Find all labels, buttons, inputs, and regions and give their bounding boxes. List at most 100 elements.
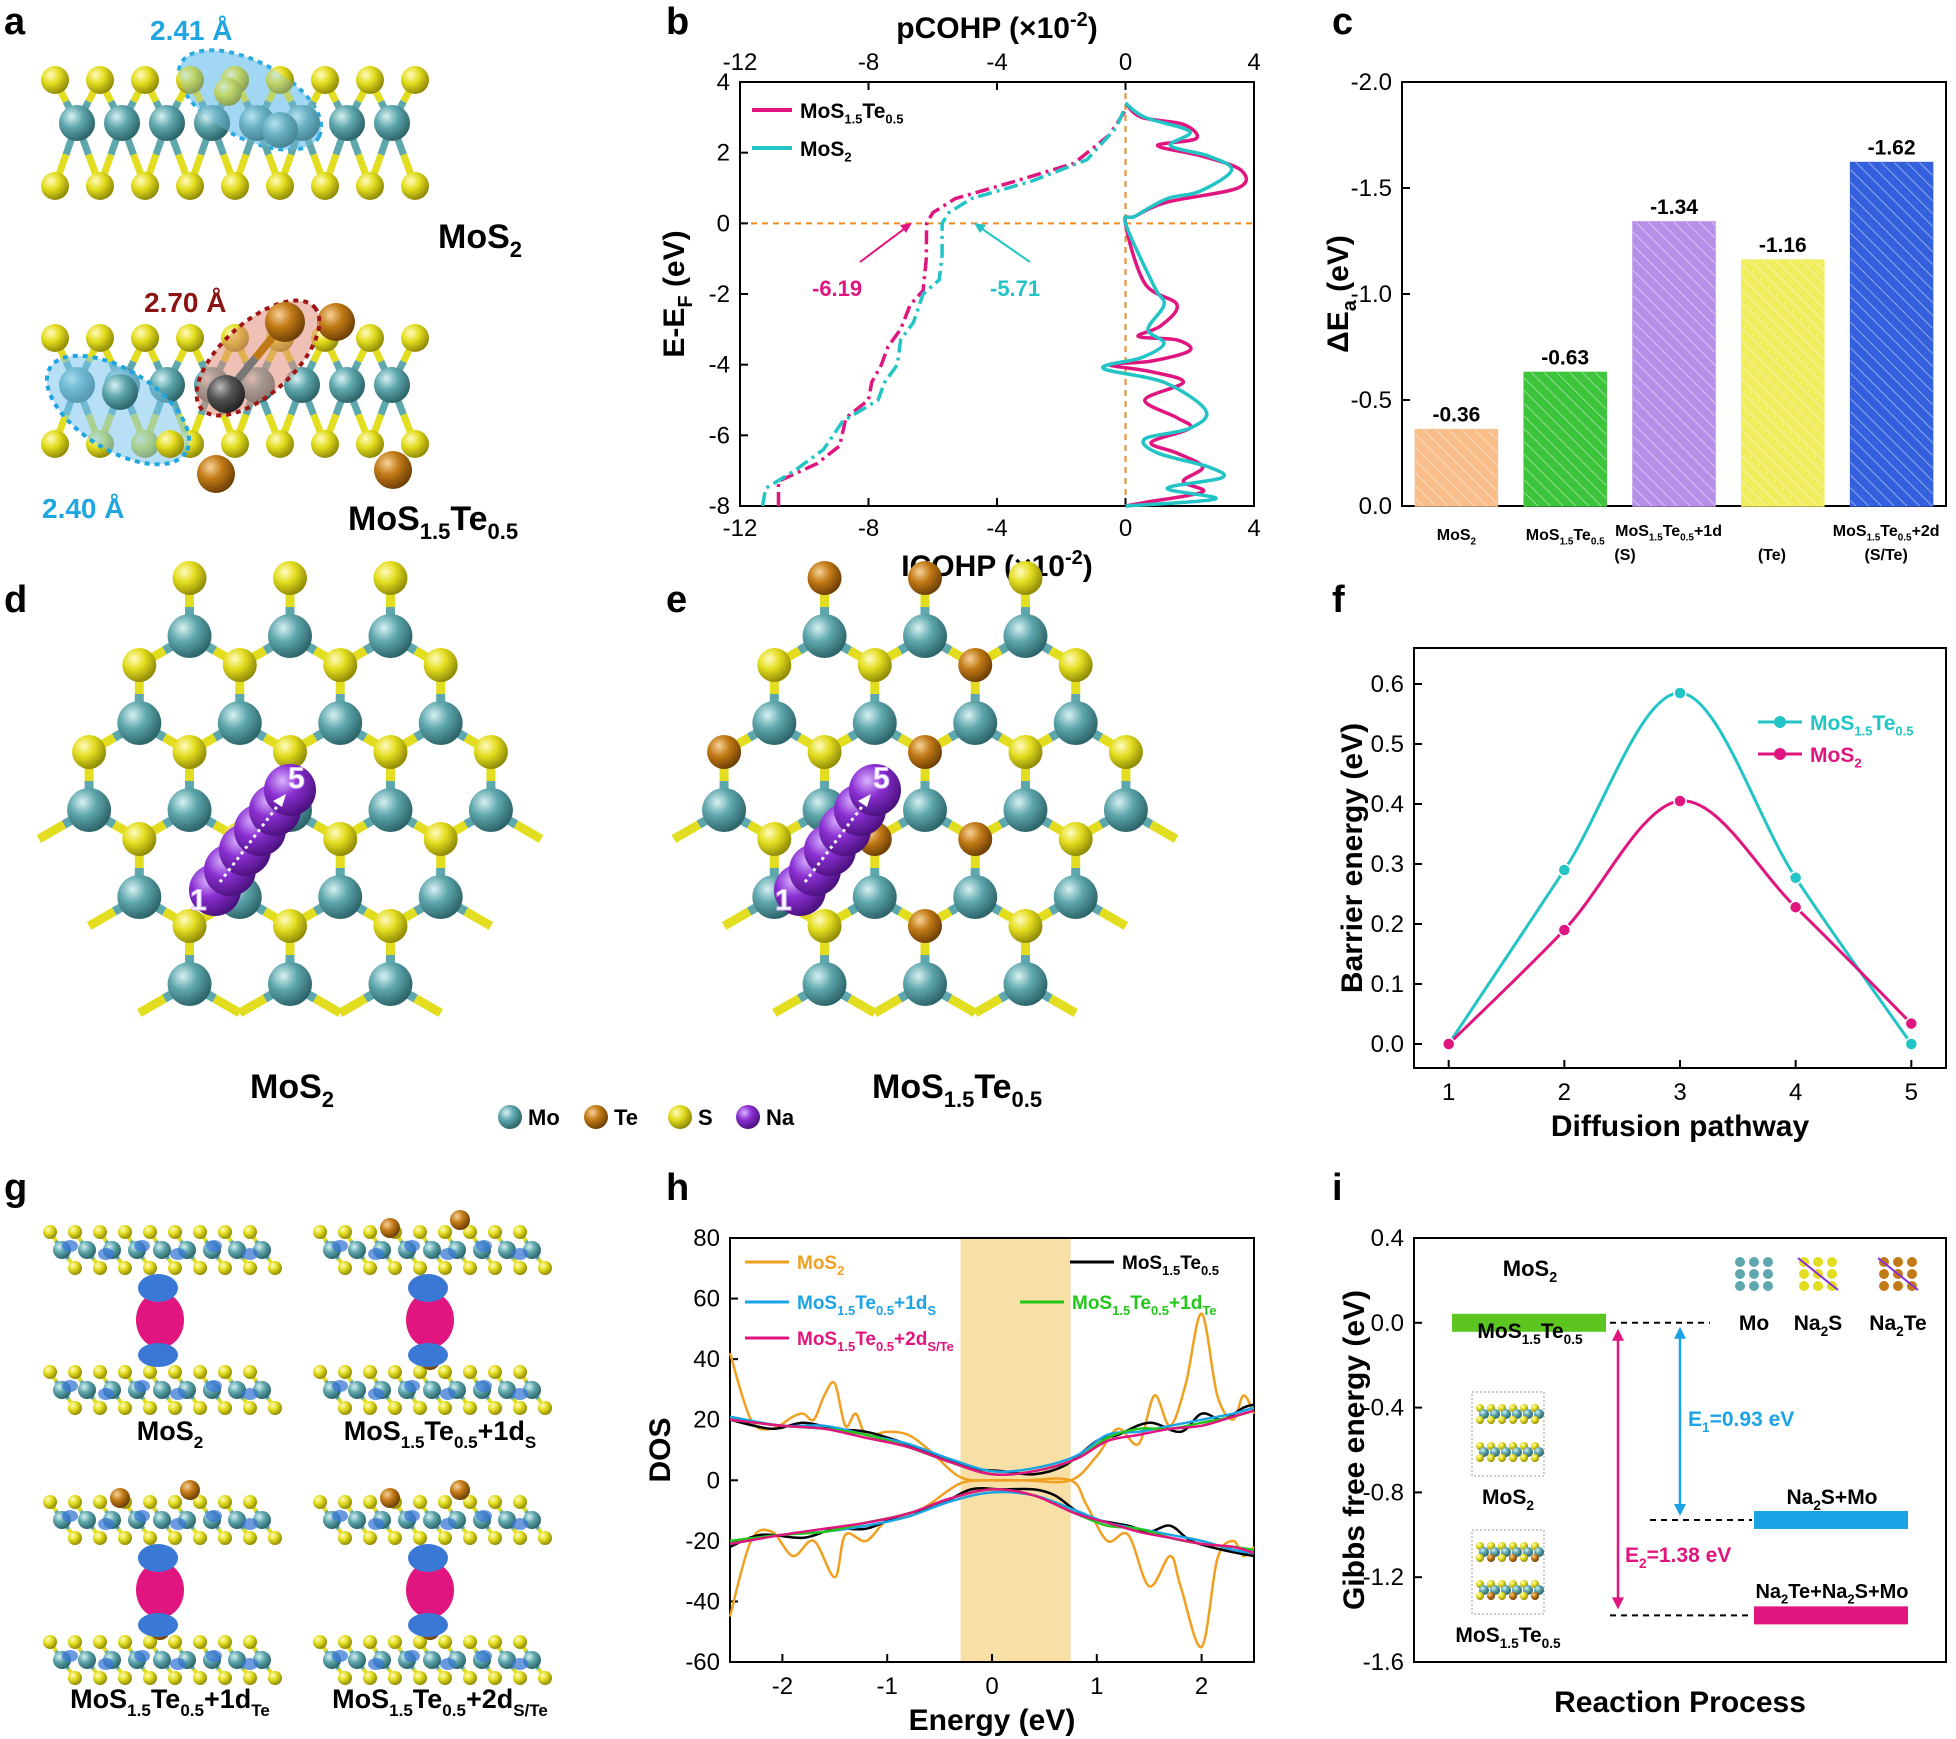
bond bbox=[947, 994, 978, 1017]
charge-depletion bbox=[170, 1658, 186, 1670]
mo-atom bbox=[498, 1511, 516, 1529]
bond bbox=[513, 820, 544, 843]
charge-depletion bbox=[98, 1248, 114, 1260]
s-atom bbox=[463, 1365, 477, 1379]
s-atom bbox=[413, 1225, 427, 1239]
charge-depletion bbox=[404, 1380, 420, 1392]
mo-atom bbox=[423, 1511, 441, 1529]
y-tick-label: 0.4 bbox=[1371, 791, 1404, 818]
s-atom bbox=[338, 1225, 352, 1239]
bond bbox=[312, 994, 343, 1017]
structure-label: MoS2 bbox=[1482, 1486, 1534, 1513]
mo-atom bbox=[498, 1381, 516, 1399]
mo-atom bbox=[167, 962, 212, 1006]
x-tick-label: 1 bbox=[1442, 1079, 1455, 1106]
path-end-label: 5 bbox=[288, 762, 305, 795]
dos-series-4-down bbox=[729, 1488, 1255, 1555]
icohp-series-0 bbox=[776, 109, 1127, 506]
crystal-label: Mo bbox=[1739, 1312, 1769, 1335]
highlighted-s-atom bbox=[214, 78, 242, 106]
structure-thumbnail bbox=[1471, 1529, 1545, 1615]
s-atom bbox=[757, 648, 792, 682]
s-atom bbox=[1008, 735, 1043, 769]
charge-depletion bbox=[332, 1240, 348, 1252]
bond bbox=[847, 994, 878, 1017]
charge-density-caption: MoS1.5Te0.5+2dS/Te bbox=[332, 1684, 548, 1720]
y-tick-label: 0.0 bbox=[1371, 1310, 1404, 1337]
s-atom bbox=[313, 1495, 327, 1509]
mo-atom bbox=[59, 105, 95, 141]
mo-atom bbox=[702, 788, 747, 832]
s-atom bbox=[93, 1225, 107, 1239]
mo-atom bbox=[1053, 875, 1098, 919]
s-atom bbox=[93, 1261, 107, 1275]
x-tick-label: 1 bbox=[1090, 1673, 1103, 1700]
s-atom bbox=[513, 1261, 527, 1275]
s-atom bbox=[401, 172, 429, 200]
s-atom bbox=[338, 1261, 352, 1275]
mo-atom bbox=[268, 614, 312, 658]
s-atom bbox=[218, 1261, 232, 1275]
charge-depletion bbox=[368, 1388, 384, 1400]
bond bbox=[237, 994, 268, 1017]
bond-highlight-overlay bbox=[178, 50, 322, 150]
s-atom bbox=[401, 324, 429, 352]
charge-depletion bbox=[408, 1343, 448, 1367]
mo-atom bbox=[348, 1381, 366, 1399]
charge-accumulation bbox=[136, 1562, 184, 1618]
s-atom bbox=[1487, 1416, 1495, 1424]
mo-atom bbox=[217, 701, 262, 745]
s-atom bbox=[118, 1531, 132, 1545]
s-atom bbox=[172, 909, 207, 943]
s-atom bbox=[1531, 1454, 1539, 1462]
s-atom bbox=[118, 1225, 132, 1239]
s-atom bbox=[538, 1671, 552, 1685]
mo-atom bbox=[268, 962, 312, 1006]
s-atom bbox=[488, 1365, 502, 1379]
crystal-atom bbox=[1763, 1269, 1773, 1279]
s-atom bbox=[807, 909, 842, 943]
s-atom bbox=[538, 1261, 552, 1275]
y-tick-label: -8 bbox=[709, 493, 730, 520]
na-sphere-icon bbox=[736, 1105, 760, 1129]
s-atom bbox=[1498, 1592, 1506, 1600]
bond bbox=[137, 994, 167, 1017]
charge-depletion bbox=[98, 1658, 114, 1670]
panel-label-g: g bbox=[4, 1167, 27, 1209]
crystal-atom bbox=[1813, 1281, 1823, 1291]
series-line-1 bbox=[1447, 799, 1913, 1046]
s-atom bbox=[313, 1365, 327, 1379]
legend-label: MoS2 bbox=[797, 1253, 844, 1278]
s-atom bbox=[168, 1261, 182, 1275]
mo-atom bbox=[468, 788, 513, 832]
category-label: (S/Te) bbox=[1865, 547, 1908, 564]
s-atom bbox=[388, 1671, 402, 1685]
level-label: Na2S+Mo bbox=[1786, 1486, 1877, 1513]
y-tick-label: 4 bbox=[717, 69, 730, 96]
crystal-atom bbox=[1735, 1257, 1745, 1267]
charge-depletion bbox=[476, 1510, 492, 1522]
s-atom bbox=[143, 1401, 157, 1415]
charge-depletion bbox=[242, 1388, 258, 1400]
mo-atom bbox=[194, 105, 230, 141]
crystal-atom bbox=[1749, 1257, 1759, 1267]
mo-atom bbox=[368, 962, 413, 1006]
y-tick-label: -40 bbox=[685, 1588, 720, 1615]
s-atom bbox=[488, 1261, 502, 1275]
y-tick-label: 20 bbox=[693, 1407, 720, 1434]
s-atom bbox=[413, 1635, 427, 1649]
highlighted-te-atom bbox=[265, 302, 305, 342]
charge-depletion bbox=[134, 1510, 150, 1522]
s-atom bbox=[488, 1495, 502, 1509]
s-atom bbox=[193, 1365, 207, 1379]
s-atom bbox=[218, 1635, 232, 1649]
atom-legend-label: Te bbox=[614, 1105, 638, 1130]
mo-atom bbox=[348, 1651, 366, 1669]
charge-depletion bbox=[408, 1544, 448, 1572]
s-atom bbox=[1476, 1416, 1484, 1424]
y-axis-label: E-EF (eV) bbox=[658, 230, 697, 357]
s-atom bbox=[168, 1671, 182, 1685]
s-atom bbox=[388, 1365, 402, 1379]
s-atom bbox=[488, 1671, 502, 1685]
s-atom bbox=[266, 66, 294, 94]
